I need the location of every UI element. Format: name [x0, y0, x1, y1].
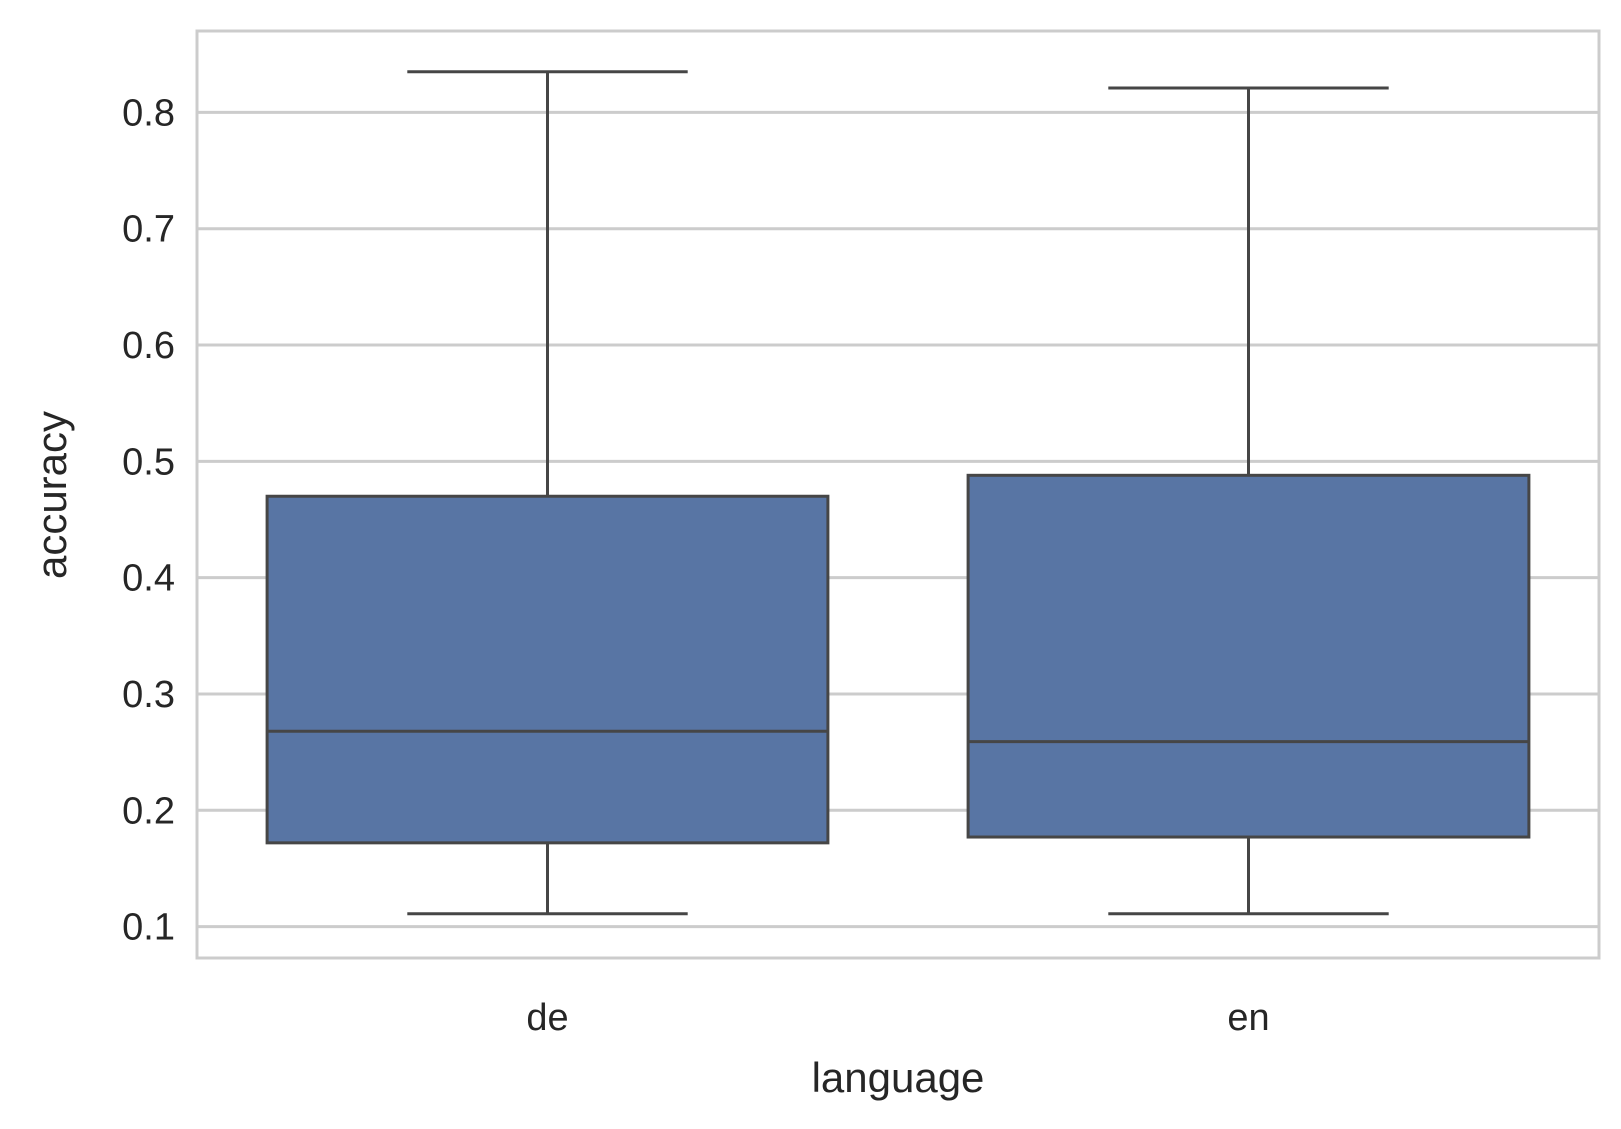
boxes — [265, 70, 1531, 916]
y-tick-label: 0.6 — [122, 325, 175, 367]
iqr-box — [966, 473, 1531, 839]
y-tick-label: 0.2 — [122, 790, 175, 832]
y-tick-label: 0.7 — [122, 209, 175, 251]
y-tick-label: 0.3 — [122, 674, 175, 716]
x-tick-labels: de en — [526, 997, 1269, 1039]
iqr-box — [265, 494, 830, 845]
y-tick-label: 0.4 — [122, 558, 175, 600]
x-tick-label: en — [1227, 997, 1269, 1039]
y-tick-label: 0.8 — [122, 92, 175, 134]
y-tick-label: 0.1 — [122, 907, 175, 949]
y-axis-title: accuracy — [28, 411, 75, 579]
x-tick-label: de — [526, 997, 568, 1039]
box-de — [265, 70, 830, 916]
box-en — [966, 86, 1531, 916]
plot-frame — [195, 29, 1601, 960]
x-axis-title: language — [812, 1054, 985, 1101]
y-tick-labels: 0.1 0.2 0.3 0.4 0.5 0.6 0.7 0.8 — [122, 92, 175, 948]
y-tick-label: 0.5 — [122, 441, 175, 483]
